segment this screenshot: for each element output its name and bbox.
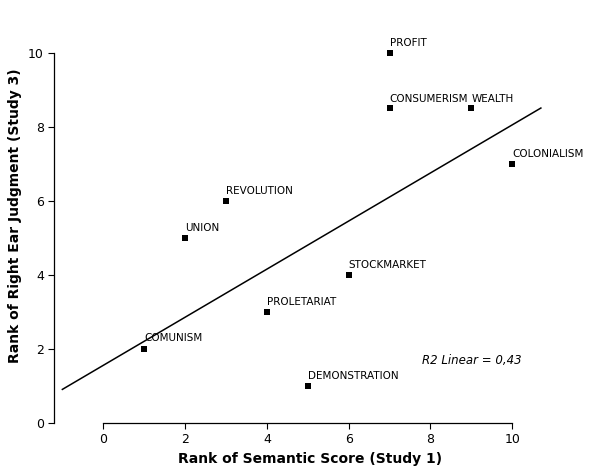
Text: DEMONSTRATION: DEMONSTRATION [307,371,398,381]
Text: CONSUMERISM: CONSUMERISM [390,94,468,104]
X-axis label: Rank of Semantic Score (Study 1): Rank of Semantic Score (Study 1) [178,452,442,465]
Text: WEALTH: WEALTH [472,94,513,104]
Text: R2 Linear = 0,43: R2 Linear = 0,43 [422,354,522,367]
Text: UNION: UNION [185,223,219,233]
Text: PROLETARIAT: PROLETARIAT [267,297,336,307]
Y-axis label: Rank of Right Ear Judgment (Study 3): Rank of Right Ear Judgment (Study 3) [8,68,22,363]
Text: COMUNISM: COMUNISM [144,333,202,343]
Text: COLONIALISM: COLONIALISM [512,149,584,159]
Text: PROFIT: PROFIT [390,38,426,48]
Text: STOCKMARKET: STOCKMARKET [349,260,426,270]
Text: REVOLUTION: REVOLUTION [226,186,293,196]
